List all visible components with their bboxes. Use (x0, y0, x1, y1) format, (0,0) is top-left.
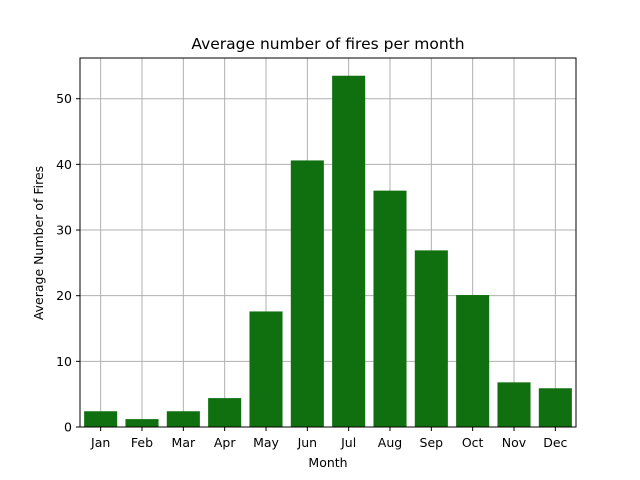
bars (84, 75, 572, 428)
bar (497, 382, 531, 427)
x-tick-label: Apr (214, 435, 236, 450)
x-tick-label: Oct (462, 435, 484, 450)
bar (249, 311, 283, 427)
x-axis-ticks: Jan Feb Mar Apr May Jun Jul Aug Sep Oct Nov Dec (90, 427, 568, 450)
y-axis-label: Average Number of Fires (31, 166, 46, 320)
bar (290, 160, 324, 427)
y-axis-ticks: 0 10 20 30 40 50 (56, 91, 80, 435)
x-tick-label: Jan (90, 435, 110, 450)
bar (166, 411, 200, 427)
y-tick-label: 40 (56, 157, 72, 172)
x-tick-label: Nov (502, 435, 527, 450)
x-tick-label: Sep (420, 435, 444, 450)
y-tick-label: 20 (56, 288, 72, 303)
y-tick-label: 10 (56, 354, 72, 369)
x-axis-label: Month (308, 455, 347, 470)
plot-frame (79, 57, 577, 428)
y-tick-label: 30 (56, 223, 72, 238)
x-tick-label: Jul (340, 435, 356, 450)
x-tick-label: Dec (543, 435, 567, 450)
bar (84, 411, 118, 427)
x-tick-label: Jun (297, 435, 318, 450)
x-tick-label: Mar (172, 435, 196, 450)
grid (80, 58, 576, 428)
bar (538, 388, 572, 427)
bar (332, 75, 366, 428)
y-tick-label: 0 (64, 420, 72, 435)
chart-title: Average number of fires per month (191, 35, 464, 53)
bar (414, 250, 448, 427)
y-tick-label: 50 (56, 91, 72, 106)
bar (456, 295, 490, 427)
x-tick-label: Aug (378, 435, 402, 450)
bar (373, 190, 407, 427)
bar (125, 419, 159, 427)
bar (208, 398, 242, 427)
x-tick-label: May (253, 435, 279, 450)
x-tick-label: Feb (131, 435, 153, 450)
